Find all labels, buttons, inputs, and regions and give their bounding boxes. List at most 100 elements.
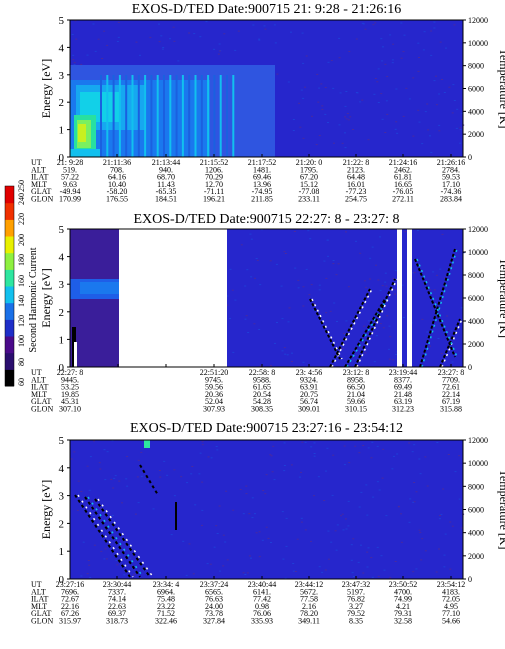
speckle — [158, 23, 160, 25]
y-tick-label: 1 — [59, 334, 65, 346]
speckle — [169, 38, 171, 40]
table-cell: 76.82 — [347, 595, 365, 604]
speckle — [402, 51, 405, 53]
speckle — [338, 124, 341, 126]
speckle — [444, 277, 447, 279]
y2-tick-label: 8000 — [468, 482, 484, 491]
table-cell: 940. — [159, 165, 173, 174]
speckle — [381, 477, 384, 479]
speckle — [240, 244, 243, 246]
speckle — [384, 281, 387, 283]
speckle — [419, 473, 422, 475]
striation — [346, 298, 388, 368]
speckle — [304, 86, 306, 88]
table-cell: 56.74 — [300, 397, 318, 406]
y2-tick-label: 6000 — [468, 85, 484, 94]
speckle — [245, 493, 248, 495]
speckle — [334, 530, 337, 532]
speckle — [173, 495, 176, 497]
speckle — [380, 38, 383, 40]
speckle — [219, 570, 221, 572]
speckle — [162, 47, 165, 48]
table-cell: 307.10 — [59, 405, 81, 414]
speckle — [125, 478, 128, 480]
speckle — [123, 574, 126, 576]
table-cell: 8958. — [347, 375, 365, 384]
table-row-label: UT — [31, 368, 42, 377]
speckle — [332, 263, 335, 265]
y-tick-label: 0 — [59, 152, 65, 164]
table-cell: 77.58 — [300, 595, 318, 604]
speckle — [441, 79, 443, 80]
speckle — [269, 260, 272, 262]
speckle — [70, 458, 73, 460]
speckle — [103, 30, 106, 32]
speckle — [126, 456, 129, 457]
speckle — [192, 573, 195, 575]
speckle — [367, 320, 370, 322]
flux-band — [80, 282, 119, 294]
speckle — [317, 476, 320, 478]
speckle — [242, 572, 245, 574]
speckle — [73, 64, 76, 66]
table-cell: 21:24:16 — [389, 158, 417, 167]
speckle — [284, 253, 287, 254]
speckle — [449, 521, 452, 523]
speckle — [264, 28, 267, 30]
table-cell: -77.08 — [299, 187, 320, 196]
speckle — [194, 504, 197, 506]
speckle — [99, 508, 102, 510]
speckle — [294, 571, 297, 572]
speckle — [376, 445, 379, 447]
speckle — [381, 118, 384, 120]
speckle — [258, 39, 261, 41]
speckle — [366, 514, 369, 516]
speckle — [351, 572, 354, 574]
flux-enhancement — [70, 65, 275, 157]
speckle — [86, 465, 89, 467]
speckle — [80, 491, 83, 492]
speckle — [408, 442, 411, 444]
speckle — [383, 569, 386, 571]
speckle — [300, 521, 303, 523]
table-cell: 4.95 — [444, 602, 458, 611]
speckle — [382, 327, 385, 329]
speckle — [274, 342, 276, 344]
table-cell: 3.27 — [349, 602, 363, 611]
speckle — [259, 365, 262, 367]
speckle — [347, 525, 350, 527]
speckle — [292, 563, 295, 564]
table-row-label: GLON — [31, 195, 53, 204]
speckle — [310, 284, 313, 286]
speckle — [403, 34, 406, 36]
table-cell: 2123. — [347, 165, 365, 174]
speckle — [149, 36, 152, 38]
colorbar-tick-label: 250 — [17, 180, 26, 192]
speckle — [385, 515, 388, 517]
table-cell: 21:17:52 — [248, 158, 276, 167]
speckle — [332, 454, 335, 456]
speckle — [158, 41, 161, 43]
table-cell: 54.66 — [442, 617, 460, 626]
speckle — [313, 442, 316, 444]
speckle — [430, 30, 433, 32]
speckle — [73, 451, 76, 453]
speckle — [261, 539, 264, 541]
speckle — [377, 102, 380, 103]
table-cell: 23:27:16 — [56, 580, 84, 589]
speckle — [300, 89, 303, 91]
table-cell: 10.40 — [108, 180, 126, 189]
speckle — [180, 476, 183, 478]
speckle — [379, 289, 382, 291]
striation — [94, 498, 151, 578]
y-tick-label: 4 — [59, 42, 65, 54]
speckle — [359, 101, 362, 103]
speckle — [451, 112, 454, 114]
speckle — [93, 440, 95, 442]
speckle — [248, 513, 251, 515]
speckle — [323, 260, 326, 262]
speckle — [258, 329, 261, 330]
table-cell: 176.55 — [106, 195, 128, 204]
speckle — [341, 513, 344, 515]
